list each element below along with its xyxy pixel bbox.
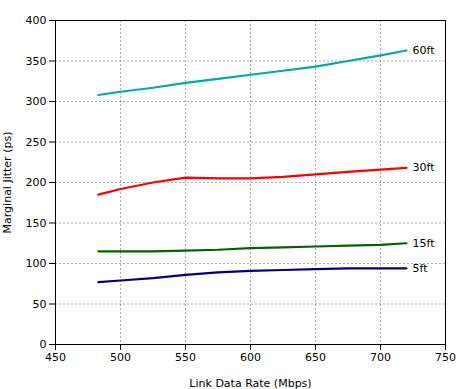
svg-text:150: 150 <box>26 217 47 230</box>
svg-text:0: 0 <box>40 338 47 351</box>
svg-text:600: 600 <box>240 351 261 364</box>
svg-text:700: 700 <box>370 351 391 364</box>
svg-text:750: 750 <box>435 351 456 364</box>
svg-text:400: 400 <box>26 14 47 27</box>
svg-text:5ft: 5ft <box>413 262 429 275</box>
svg-text:60ft: 60ft <box>413 44 436 57</box>
svg-text:350: 350 <box>26 55 47 68</box>
svg-text:450: 450 <box>45 351 66 364</box>
svg-text:Link Data Rate (Mbps): Link Data Rate (Mbps) <box>189 377 311 389</box>
svg-text:300: 300 <box>26 95 47 108</box>
svg-text:650: 650 <box>305 351 326 364</box>
svg-text:550: 550 <box>175 351 196 364</box>
svg-text:30ft: 30ft <box>413 161 436 174</box>
svg-text:Marginal Jitter (ps): Marginal Jitter (ps) <box>1 132 14 234</box>
svg-text:250: 250 <box>26 136 47 149</box>
svg-text:50: 50 <box>33 298 47 311</box>
svg-text:500: 500 <box>110 351 131 364</box>
svg-text:100: 100 <box>26 257 47 270</box>
svg-text:200: 200 <box>26 176 47 189</box>
svg-text:15ft: 15ft <box>413 237 436 250</box>
